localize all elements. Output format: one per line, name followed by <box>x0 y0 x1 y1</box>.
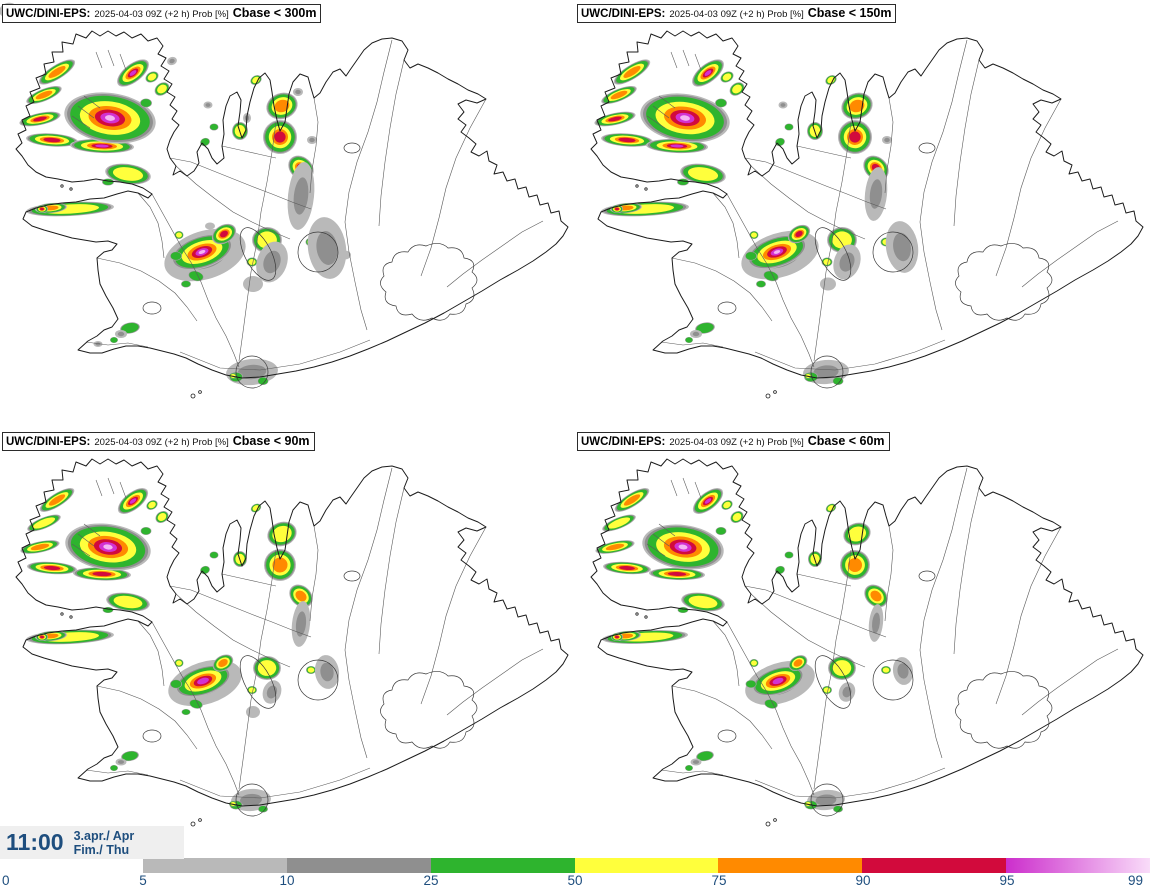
valid-date-line1: 3.apr./ Apr <box>73 828 135 843</box>
run-info: 2025-04-03 09Z (+2 h) Prob [%] <box>94 437 229 448</box>
valid-time-box: 11:00 3.apr./ Apr Fim./ Thu <box>0 826 184 859</box>
model-name: UWC/DINI-EPS: <box>6 436 91 448</box>
colorbar-segment <box>430 858 575 873</box>
panel-title: UWC/DINI-EPS: 2025-04-03 09Z (+2 h) Prob… <box>577 4 897 23</box>
iceland-map <box>590 30 1144 399</box>
threshold-label: Cbase < 90m <box>232 434 310 448</box>
legend-tick-label: 50 <box>567 873 583 888</box>
panel-cbase-60m: UWC/DINI-EPS: 2025-04-03 09Z (+2 h) Prob… <box>575 428 1150 856</box>
probability-blobs <box>594 59 919 385</box>
legend-tick-label: 90 <box>855 873 871 888</box>
colorbar-segment <box>286 858 431 873</box>
legend-tick-label: 5 <box>139 873 147 888</box>
model-name: UWC/DINI-EPS: <box>581 436 666 448</box>
legend-tick-label: 95 <box>999 873 1015 888</box>
probability-blobs <box>0 2 351 386</box>
probability-colorbar <box>143 858 1150 873</box>
legend-tick-label: 0 <box>2 873 10 888</box>
run-info: 2025-04-03 09Z (+2 h) Prob [%] <box>669 9 804 20</box>
threshold-label: Cbase < 300m <box>232 6 317 20</box>
legend-tick-label: 10 <box>279 873 295 888</box>
probability-blobs <box>20 488 340 813</box>
colorbar-segment <box>862 858 1007 873</box>
colorbar-segment <box>143 858 287 873</box>
legend-tick-label: 75 <box>711 873 727 888</box>
panel-title: UWC/DINI-EPS: 2025-04-03 09Z (+2 h) Prob… <box>2 4 322 23</box>
colorbar-tick-labels: 0 5 10 25 50 75 90 95 99 <box>0 873 1150 891</box>
run-info: 2025-04-03 09Z (+2 h) Prob [%] <box>94 9 229 20</box>
colorbar-segment-gradient <box>1006 858 1150 873</box>
iceland-map <box>15 458 569 827</box>
panel-title: UWC/DINI-EPS: 2025-04-03 09Z (+2 h) Prob… <box>2 432 315 451</box>
run-info: 2025-04-03 09Z (+2 h) Prob [%] <box>669 437 804 448</box>
panel-cbase-300m: UWC/DINI-EPS: 2025-04-03 09Z (+2 h) Prob… <box>0 0 575 428</box>
threshold-label: Cbase < 150m <box>807 6 892 20</box>
iceland-map <box>590 458 1144 827</box>
panel-cbase-90m: UWC/DINI-EPS: 2025-04-03 09Z (+2 h) Prob… <box>0 428 575 856</box>
probability-blobs <box>595 488 914 813</box>
panel-cbase-150m: UWC/DINI-EPS: 2025-04-03 09Z (+2 h) Prob… <box>575 0 1150 428</box>
legend-tick-label: 99 <box>1127 873 1143 888</box>
threshold-label: Cbase < 60m <box>807 434 885 448</box>
iceland-map <box>0 2 569 399</box>
model-name: UWC/DINI-EPS: <box>581 8 666 20</box>
colorbar-segment <box>574 858 719 873</box>
model-name: UWC/DINI-EPS: <box>6 8 91 20</box>
valid-date: 3.apr./ Apr Fim./ Thu <box>74 829 135 857</box>
colorbar-segment <box>718 858 863 873</box>
valid-time: 11:00 <box>6 829 64 855</box>
panel-title: UWC/DINI-EPS: 2025-04-03 09Z (+2 h) Prob… <box>577 432 890 451</box>
legend-tick-label: 25 <box>423 873 439 888</box>
valid-date-line2: Fim./ Thu <box>73 842 130 857</box>
